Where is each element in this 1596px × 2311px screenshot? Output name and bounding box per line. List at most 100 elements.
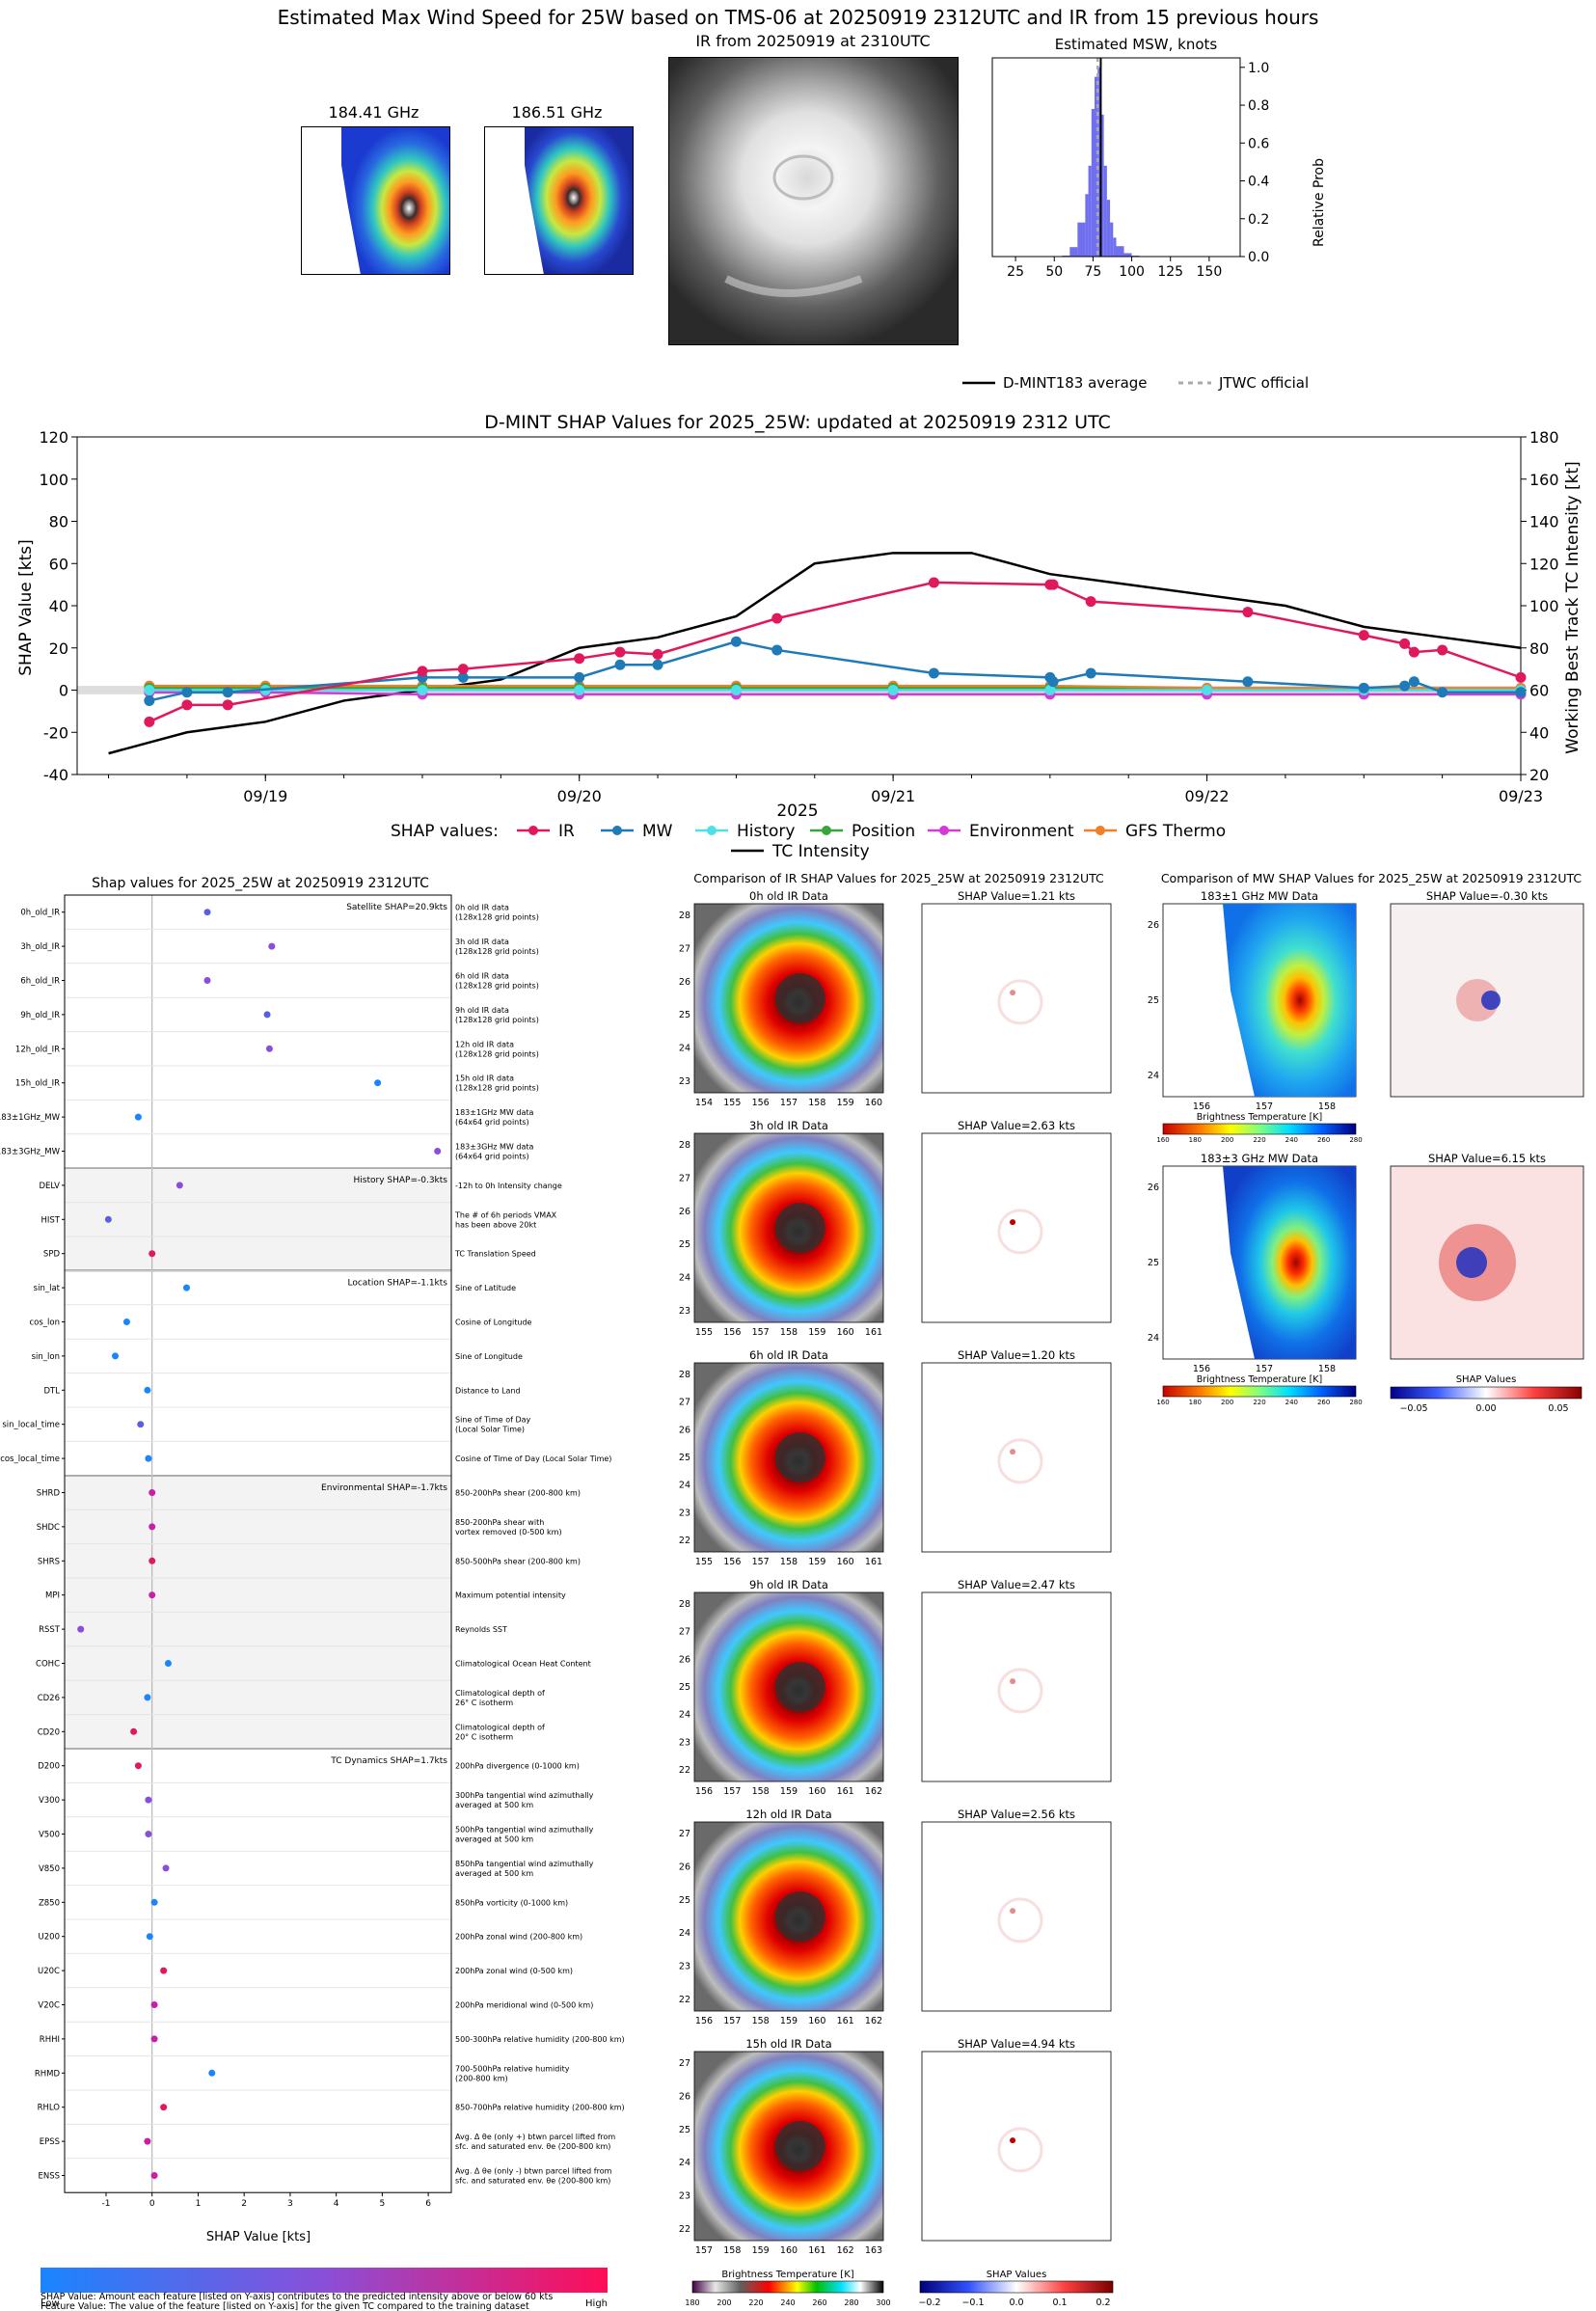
feature-desc: 12h old IR data xyxy=(455,1040,514,1048)
timeline-ylabel-right: Working Best Track TC Intensity [kt] xyxy=(1563,461,1582,754)
feature-label: RHHI xyxy=(40,2035,60,2045)
hist-legend-jtwc: JTWC official xyxy=(1218,374,1309,392)
ir-ytick-label: 23 xyxy=(679,1508,690,1518)
series-point-ir xyxy=(652,648,663,660)
shap-point-SHRD xyxy=(149,1489,156,1496)
mw-cbar-tick: 240 xyxy=(1285,1399,1298,1406)
ir-cbar-tick: 260 xyxy=(812,2298,826,2307)
series-point-ir xyxy=(144,716,155,727)
ir-xtick-label: 161 xyxy=(865,1327,882,1338)
legend-label-environment: Environment xyxy=(969,822,1074,841)
timeline-ytick-label: 100 xyxy=(39,471,68,489)
ir-cbar-tick: 240 xyxy=(780,2298,795,2307)
mw-cbar-label: Brightness Temperature [K] xyxy=(1197,1112,1322,1123)
ir-ytick-label: 26 xyxy=(679,1425,690,1435)
ir-ytick-label: 27 xyxy=(679,1829,690,1839)
shap-point-sin_local_time xyxy=(137,1421,145,1428)
feature-desc: Climatological Ocean Heat Content xyxy=(455,1660,591,1669)
feature-label: V500 xyxy=(39,1831,60,1840)
timeline-ytick-right-label: 140 xyxy=(1529,513,1559,531)
ir-ytick-label: 22 xyxy=(679,1995,690,2005)
feature-desc: 183±1GHz MW data xyxy=(455,1108,533,1117)
feature-label: DTL xyxy=(44,1386,61,1396)
timeline-ytick-right-label: 100 xyxy=(1529,597,1559,615)
feature-label: cos_local_time xyxy=(0,1455,60,1464)
ir-shap-ring xyxy=(997,979,1043,1025)
series-point-history xyxy=(574,685,585,695)
mw-cbar xyxy=(1162,1385,1357,1398)
ir-shap-label: SHAP Value=4.94 kts xyxy=(958,2037,1075,2051)
ir-ytick-label: 22 xyxy=(679,1765,690,1776)
hist-bar xyxy=(1100,114,1104,257)
series-point-ir xyxy=(574,653,585,665)
mw-xtick-label: 156 xyxy=(1193,1364,1210,1374)
series-point-ir xyxy=(771,612,783,624)
ir-xtick-label: 161 xyxy=(808,2245,825,2256)
hist-ytick-label: 1.0 xyxy=(1248,61,1269,76)
feature-desc: Sine of Time of Day xyxy=(455,1416,531,1425)
ir-xtick-label: 160 xyxy=(808,2016,825,2026)
mw-cbar-tick: 180 xyxy=(1189,1399,1202,1406)
feature-label: sin_lon xyxy=(32,1352,60,1362)
ir-shap-label: SHAP Value=2.56 kts xyxy=(958,1808,1075,1821)
feature-label: 183±3GHz_MW xyxy=(0,1148,61,1157)
ir-ytick-label: 28 xyxy=(679,1140,690,1151)
legend-marker xyxy=(707,826,717,835)
ir-xtick-label: 155 xyxy=(723,1098,741,1108)
ir-eye-region xyxy=(774,1432,825,1482)
shap-point-sin_lon xyxy=(112,1352,120,1360)
ir-title: IR from 20250919 at 2310UTC xyxy=(695,32,931,50)
shap-feature-panel: Shap values for 2025_25W at 20250919 231… xyxy=(0,876,625,2311)
timeline-xtick-label: 09/23 xyxy=(1499,787,1543,805)
feature-desc: Avg. Δ θe (only -) btwn parcel lifted fr… xyxy=(455,2167,612,2176)
hist-bar xyxy=(1097,67,1101,257)
ir-row-label: 6h old IR Data xyxy=(749,1348,828,1362)
series-point-history xyxy=(887,685,899,695)
series-point-ir xyxy=(417,666,428,677)
mw1-title: 184.41 GHz xyxy=(328,103,419,122)
series-point-mw xyxy=(574,671,585,683)
legend-marker xyxy=(939,826,949,835)
ir-xtick-label: 156 xyxy=(723,1557,741,1567)
mw-cbar-tick: 260 xyxy=(1317,1136,1330,1144)
ir-shap-cbar-tick: 0.0 xyxy=(1009,2297,1023,2308)
series-point-ir xyxy=(1242,607,1254,618)
hist-title: Estimated MSW, knots xyxy=(1055,36,1218,53)
feature-label: Z850 xyxy=(39,1898,60,1908)
shap-xtick-label: 3 xyxy=(287,2199,293,2209)
feature-label: RHLO xyxy=(38,2104,61,2113)
series-point-mw xyxy=(652,659,663,670)
timeline-ytick-label: -40 xyxy=(43,766,68,784)
mw-shap-cbar-tick: 0.00 xyxy=(1475,1403,1496,1414)
feature-desc: (128x128 grid points) xyxy=(455,1049,539,1058)
timeline-ytick-right-label: 20 xyxy=(1529,766,1549,784)
hist-xtick-label: 125 xyxy=(1157,264,1183,280)
footnote-feature: Feature Value: The value of the feature … xyxy=(41,2301,529,2311)
legend-marker xyxy=(528,826,538,835)
hist-bar xyxy=(1123,253,1132,257)
mw-cbar xyxy=(1162,1123,1357,1135)
feature-label: V850 xyxy=(39,1864,60,1874)
mw-shap-label: SHAP Value=6.15 kts xyxy=(1428,1152,1546,1165)
feature-desc: (128x128 grid points) xyxy=(455,982,539,991)
legend-marker xyxy=(822,826,831,835)
timeline-xtick-label: 09/21 xyxy=(871,787,915,805)
timeline-ytick-label: 60 xyxy=(49,555,68,573)
feature-desc: averaged at 500 km xyxy=(455,1869,533,1878)
shap-point-V300 xyxy=(145,1796,152,1804)
ir-eye-region xyxy=(774,1891,825,1942)
ir-ytick-label: 23 xyxy=(679,1076,690,1087)
series-point-mw xyxy=(1399,680,1411,692)
ir-xtick-label: 160 xyxy=(780,2245,798,2256)
mw-comparison-panel: Comparison of MW SHAP Values for 2025_25… xyxy=(1148,871,1584,1414)
series-line-environment xyxy=(149,691,1521,696)
shap-point-RSST xyxy=(77,1625,85,1633)
legend-label-gfs-thermo: GFS Thermo xyxy=(1125,822,1226,841)
feature-label: 183±1GHz_MW xyxy=(0,1113,61,1123)
feature-desc: 15h old IR data xyxy=(455,1074,514,1083)
ir-shap-hotspot xyxy=(1010,1449,1016,1455)
feature-label: SPD xyxy=(43,1250,61,1260)
hist-legend-dmint: D-MINT183 average xyxy=(1003,374,1148,392)
ir-xtick-label: 159 xyxy=(808,1557,825,1567)
feature-desc: 183±3GHz MW data xyxy=(455,1143,533,1152)
